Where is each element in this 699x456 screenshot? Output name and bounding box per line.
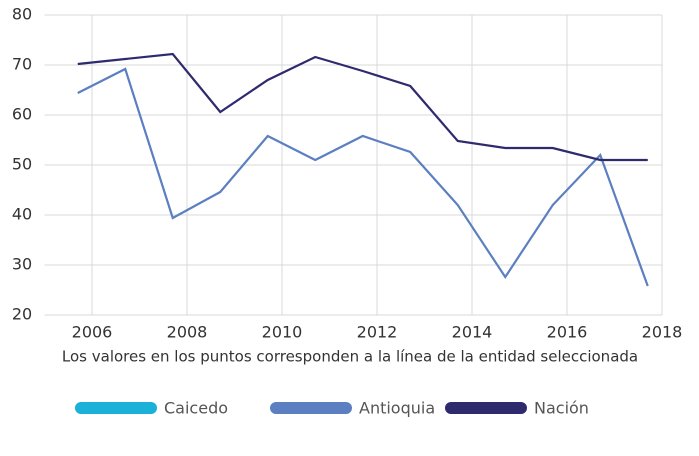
annotation: Los valores en los puntos corresponden a… [62,348,638,366]
x-tick-label: 2016 [547,323,588,342]
legend-swatch [270,402,352,414]
x-tick-label: 2014 [452,323,493,342]
x-tick-label: 2018 [642,323,683,342]
y-tick-label: 80 [12,5,32,24]
x-tick-label: 2010 [262,323,303,342]
legend-label: Caicedo [164,399,228,418]
legend-label: Nación [534,399,589,418]
x-tick-label: 2008 [167,323,208,342]
legend-swatch [75,402,157,414]
y-tick-label: 50 [12,155,32,174]
x-tick-label: 2006 [72,323,113,342]
y-tick-label: 60 [12,105,32,124]
legend-label: Antioquia [359,399,435,418]
y-tick-label: 40 [12,205,32,224]
y-tick-label: 20 [12,305,32,324]
x-tick-label: 2012 [357,323,398,342]
y-tick-label: 70 [12,55,32,74]
data-line [77,67,649,287]
legend-swatch [445,402,527,414]
y-tick-label: 30 [12,255,32,274]
data-line [77,52,648,162]
